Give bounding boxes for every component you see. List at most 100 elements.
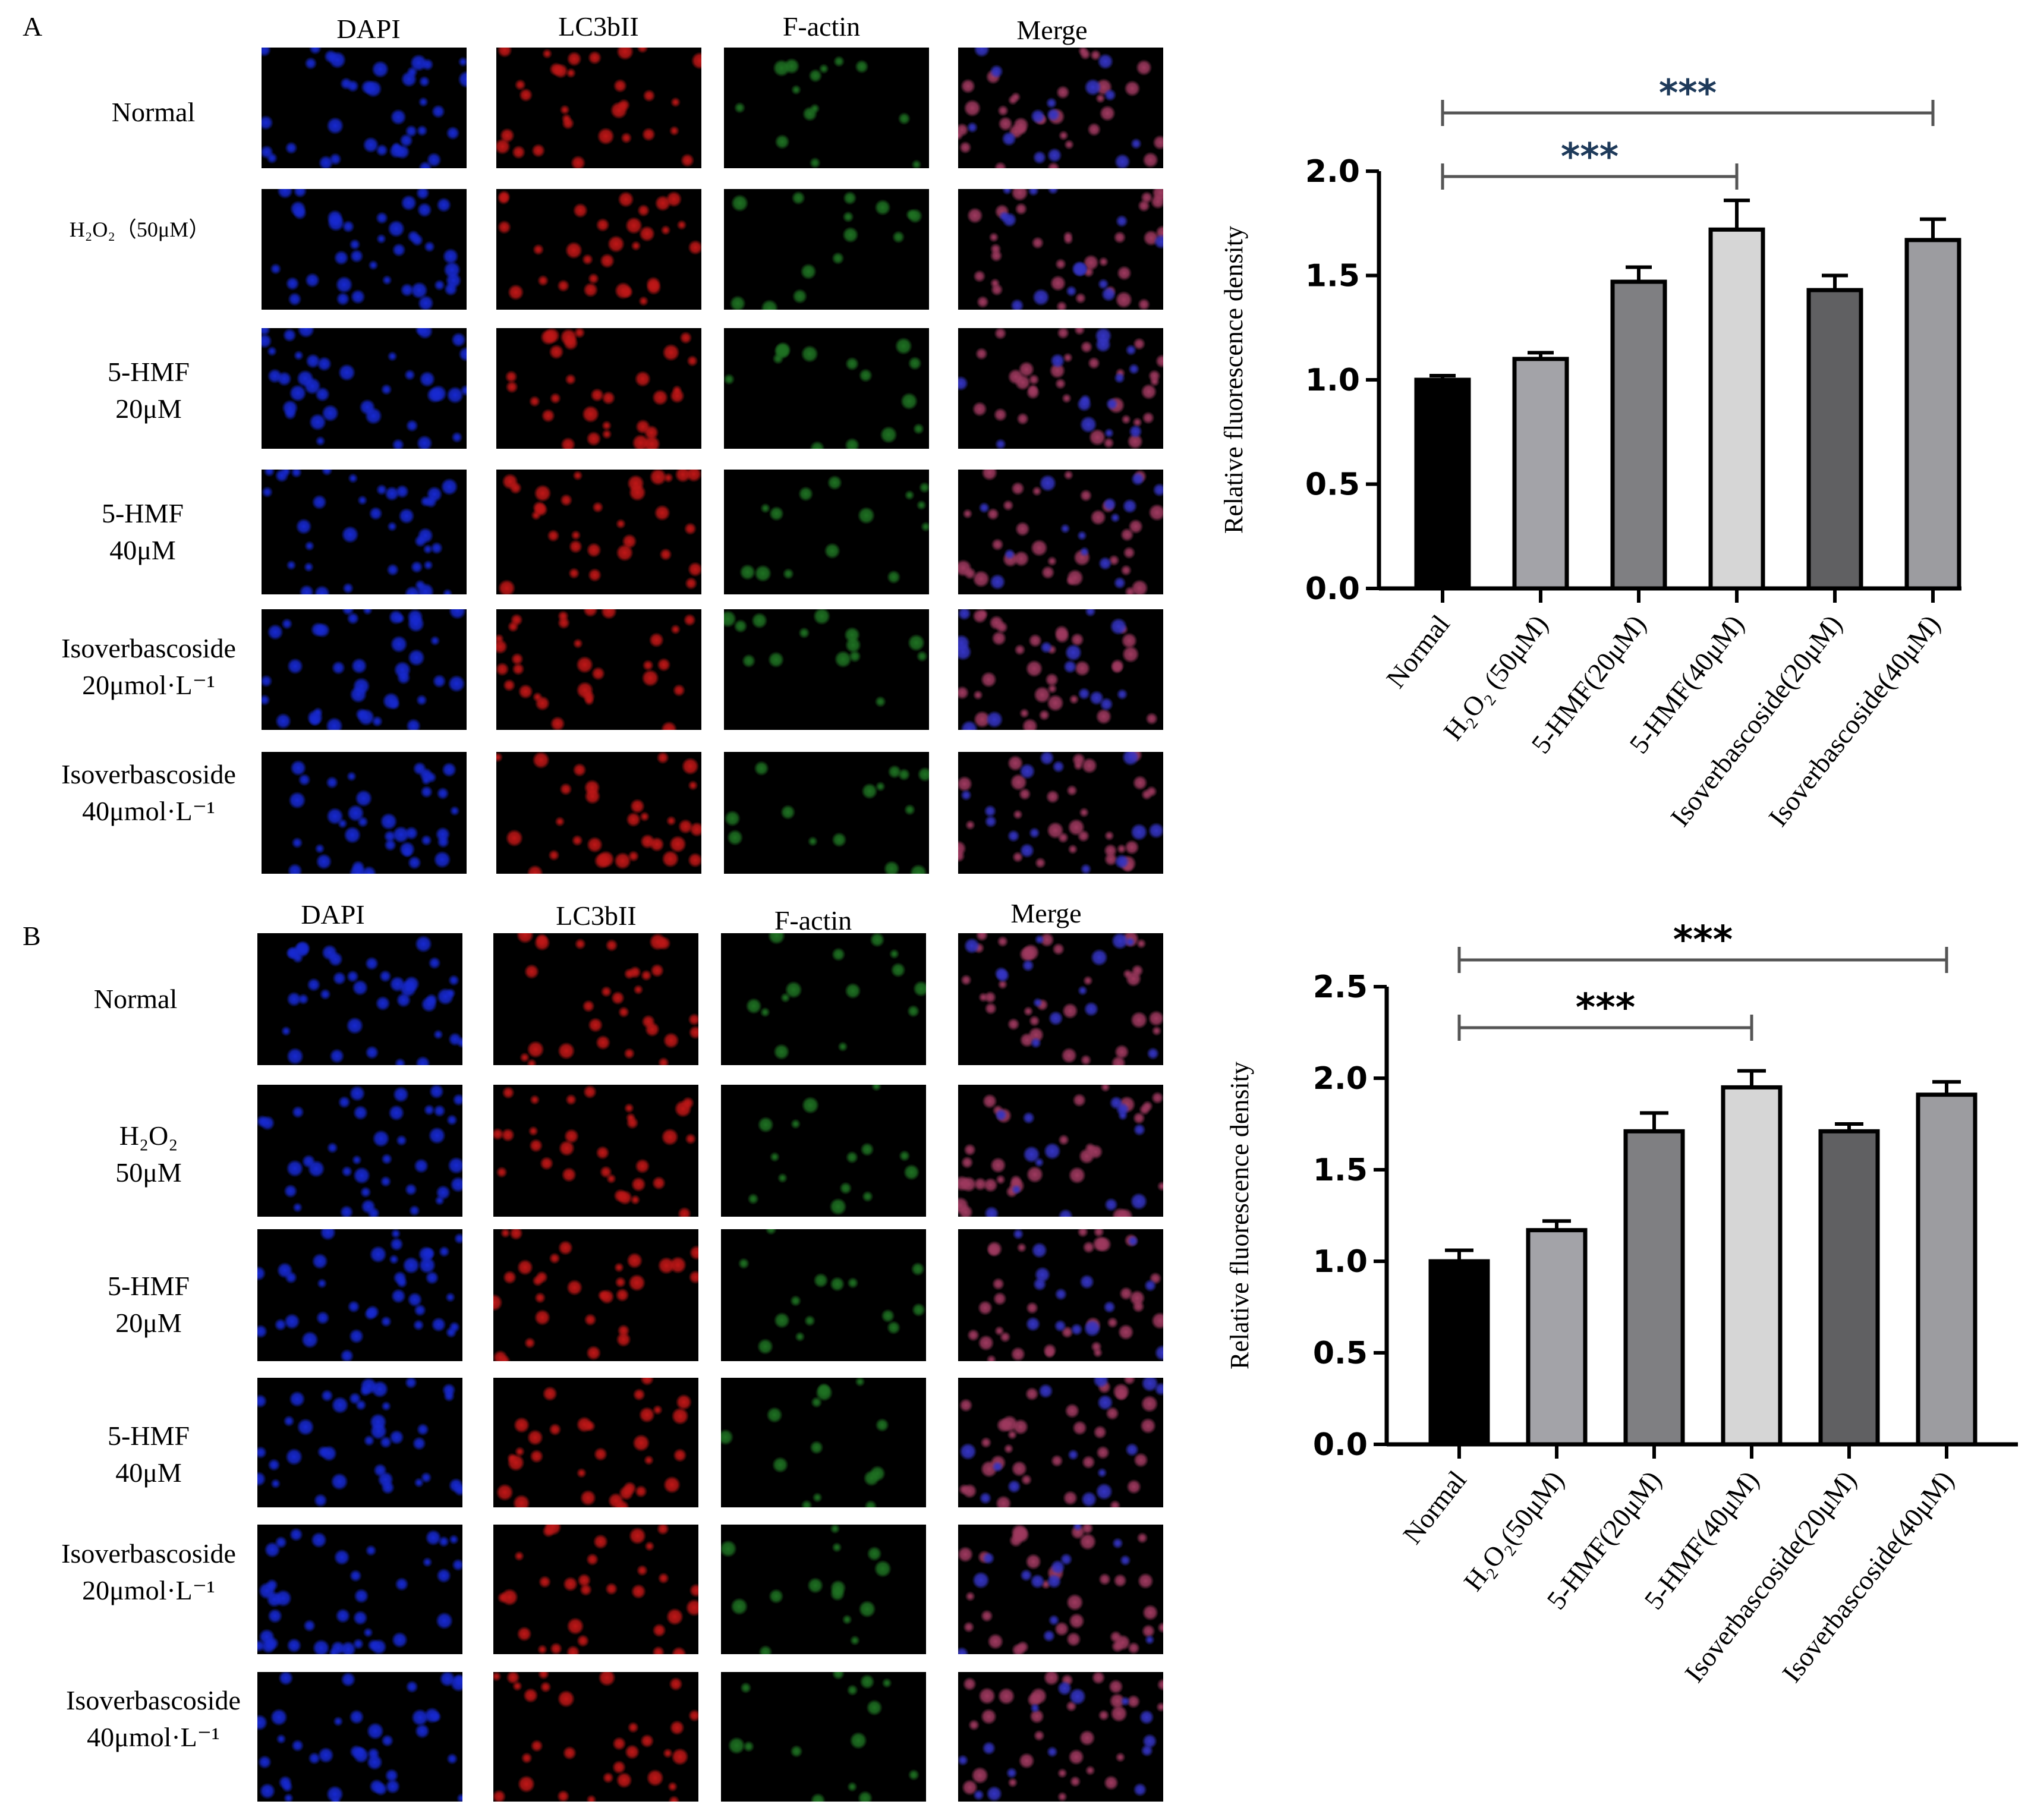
micrograph-lc3bii <box>493 1672 698 1802</box>
panel-a-row-label: Isoverbascoside 40μmol·L⁻¹ <box>36 756 262 830</box>
micrograph-texture <box>724 328 929 449</box>
micrograph-dapi <box>262 189 467 310</box>
chart-a: 0.0 0.5 1.0 1.5 2.0 Relative fluorescence den… <box>1219 71 1961 832</box>
micrograph-texture <box>958 1378 1163 1507</box>
micrograph-lc3bii <box>496 470 701 594</box>
row-label-line: 5-HMF <box>101 498 184 528</box>
micrograph-texture <box>493 1672 698 1802</box>
bar <box>1721 1085 1783 1447</box>
x-tick-label: H₂O₂ (50μM) <box>1437 609 1553 746</box>
micrograph-texture <box>257 1672 462 1802</box>
panel-b-row-label: Isoverbascoside 40μmol·L⁻¹ <box>40 1682 266 1756</box>
micrograph-f-actin <box>721 1085 926 1217</box>
y-tick-label: 2.0 <box>1305 154 1360 190</box>
micrograph-dapi <box>257 1229 462 1361</box>
bar <box>1512 357 1569 591</box>
row-label-line: 5-HMF <box>107 357 190 387</box>
micrograph-texture <box>493 1378 698 1507</box>
panel-a-row-label: Normal <box>40 94 266 131</box>
micrograph-texture <box>958 470 1163 594</box>
row-label-line: Isoverbascoside <box>61 633 236 663</box>
micrograph-texture <box>496 189 701 310</box>
micrograph-texture <box>721 1525 926 1654</box>
micrograph-dapi <box>257 933 462 1065</box>
micrograph-texture <box>262 189 467 310</box>
panel-b-row-label: 5-HMF 20μM <box>36 1268 262 1342</box>
micrograph-dapi <box>262 752 467 874</box>
micrograph-texture <box>958 189 1163 310</box>
micrograph-merge <box>958 48 1163 168</box>
panel-letter-a: A <box>23 11 43 42</box>
y-tick-label: 1.0 <box>1313 1244 1368 1280</box>
micrograph-dapi <box>262 609 467 730</box>
micrograph-texture <box>496 609 701 730</box>
micrograph-lc3bii <box>493 933 698 1065</box>
micrograph-texture <box>493 1085 698 1217</box>
row-label-line: 20μmol·L⁻¹ <box>82 670 215 700</box>
panel-a-column-dapi: DAPI <box>336 14 401 44</box>
micrograph-f-actin <box>721 1525 926 1654</box>
panel-b-row-label: Normal <box>23 981 248 1018</box>
micrograph-f-actin <box>721 1378 926 1507</box>
x-tick-label: Isoverbascoside(20μM) <box>1679 1465 1862 1688</box>
row-label-line: 5-HMF <box>107 1421 190 1451</box>
micrograph-merge <box>958 752 1163 874</box>
micrograph-texture <box>257 933 462 1065</box>
row-label-line: 50μM <box>115 1157 182 1188</box>
significance-label: *** <box>1659 71 1717 115</box>
micrograph-lc3bii <box>496 752 701 874</box>
micrograph-merge <box>958 189 1163 310</box>
row-label-line: Normal <box>111 97 196 127</box>
micrograph-texture <box>724 48 929 168</box>
y-tick-label: 0.0 <box>1305 571 1360 607</box>
micrograph-texture <box>721 1672 926 1802</box>
micrograph-texture <box>958 1672 1163 1802</box>
micrograph-dapi <box>257 1525 462 1654</box>
row-label-line: 40μM <box>109 535 176 565</box>
micrograph-texture <box>493 933 698 1065</box>
micrograph-texture <box>257 1525 462 1654</box>
micrograph-f-actin <box>724 48 929 168</box>
panel-b-column-f-actin: F-actin <box>774 905 852 936</box>
micrograph-texture <box>958 609 1163 730</box>
micrograph-dapi <box>262 48 467 168</box>
bar <box>1708 227 1765 591</box>
x-tick-label: H₂O₂(50μM) <box>1457 1465 1569 1597</box>
y-tick-label: 1.0 <box>1305 363 1360 398</box>
micrograph-merge <box>958 328 1163 449</box>
y-tick-label: 0.5 <box>1305 467 1360 503</box>
micrograph-texture <box>958 1229 1163 1361</box>
x-tick-label: Isoverbascoside(40μM) <box>1762 609 1946 832</box>
bar <box>1610 279 1667 591</box>
micrograph-merge <box>958 470 1163 594</box>
micrograph-f-actin <box>724 470 929 594</box>
micrograph-merge <box>958 1672 1163 1802</box>
micrograph-texture <box>262 470 467 594</box>
micrograph-dapi <box>257 1672 462 1802</box>
micrograph-texture <box>496 752 701 874</box>
micrograph-texture <box>262 752 467 874</box>
y-tick-label: 0.0 <box>1313 1427 1368 1463</box>
row-label-line: 20μM <box>115 393 182 424</box>
micrograph-texture <box>958 1085 1163 1217</box>
panel-b-column-dapi: DAPI <box>301 899 365 930</box>
micrograph-lc3bii <box>496 609 701 730</box>
chart-b: 0.0 0.5 1.0 1.5 2.0 2.5 Relative fluorescence … <box>1225 918 2018 1688</box>
micrograph-texture <box>257 1085 462 1217</box>
row-label-line: 40μM <box>115 1457 182 1488</box>
micrograph-texture <box>724 752 929 874</box>
micrograph-texture <box>958 1525 1163 1654</box>
row-label-line: H₂O₂（50μM） <box>69 218 210 241</box>
x-tick-label: Isoverbascoside(20μM) <box>1664 609 1848 832</box>
y-tick-label: 2.5 <box>1313 969 1368 1005</box>
significance-label: *** <box>1673 918 1733 962</box>
x-tick-label: Isoverbascoside(40μM) <box>1776 1465 1960 1688</box>
bar <box>1818 1129 1880 1447</box>
micrograph-texture <box>958 933 1163 1065</box>
panel-b-row-label: 5-HMF 40μM <box>36 1418 262 1491</box>
y-tick-label: 1.5 <box>1305 259 1360 294</box>
y-tick-label: 2.0 <box>1313 1061 1368 1097</box>
micrograph-texture <box>958 48 1163 168</box>
micrograph-merge <box>958 609 1163 730</box>
micrograph-dapi <box>257 1085 462 1217</box>
